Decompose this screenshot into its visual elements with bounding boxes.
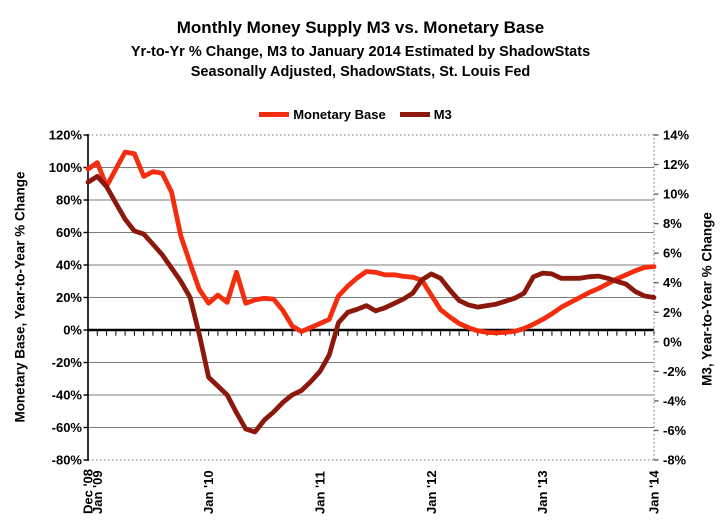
svg-text:60%: 60% (56, 225, 82, 240)
svg-text:12%: 12% (663, 157, 689, 172)
svg-text:-20%: -20% (52, 355, 83, 370)
legend-label-m3: M3 (433, 106, 452, 122)
legend-swatch-m3 (399, 111, 430, 117)
svg-text:-6%: -6% (663, 423, 687, 438)
gridlines (88, 134, 654, 461)
svg-text:20%: 20% (56, 290, 82, 305)
svg-text:Jan '10: Jan '10 (201, 470, 216, 514)
svg-text:Jan '14: Jan '14 (647, 470, 662, 514)
svg-text:0%: 0% (663, 334, 682, 349)
left-axis-title: Monetary Base, Year-to-Year % Change (12, 171, 28, 423)
svg-text:-2%: -2% (663, 364, 687, 379)
svg-text:10%: 10% (663, 187, 689, 202)
chart-subtitle-1: Yr-to-Yr % Change, M3 to January 2014 Es… (130, 44, 591, 60)
right-axis: 14% 12% 10% 8% 6% 4% 2% 0% -2% -4% -6% -8% (653, 128, 689, 468)
svg-text:Jan '13: Jan '13 (535, 470, 550, 514)
svg-text:-40%: -40% (52, 388, 83, 403)
legend: Monetary Base M3 (0, 105, 721, 123)
svg-text:14%: 14% (663, 128, 689, 143)
left-axis: 120% 100% 80% 60% 40% 20% 0% -20% -40% -60% -80% (49, 128, 89, 468)
svg-text:4%: 4% (663, 275, 682, 290)
svg-text:8%: 8% (663, 216, 682, 231)
chart-title: Monthly Money Supply M3 vs. Monetary Bas… (176, 18, 545, 37)
svg-text:Jan '12: Jan '12 (424, 470, 439, 514)
svg-text:Jan '11: Jan '11 (312, 471, 327, 514)
svg-text:6%: 6% (663, 246, 682, 261)
svg-text:80%: 80% (56, 193, 82, 208)
svg-text:-80%: -80% (52, 453, 83, 468)
svg-text:120%: 120% (49, 128, 83, 143)
chart-subtitle-2: Seasonally Adjusted, ShadowStats, St. Lo… (190, 64, 531, 80)
svg-text:Dec '08: Dec '08 (81, 469, 96, 514)
legend-label-monetary-base: Monetary Base (293, 106, 386, 122)
series-m3 (85, 173, 657, 435)
series-monetary-base (85, 149, 657, 336)
svg-text:-60%: -60% (52, 420, 83, 435)
svg-text:-4%: -4% (663, 393, 687, 408)
svg-text:2%: 2% (663, 305, 682, 320)
svg-text:40%: 40% (56, 258, 82, 273)
svg-text:Jan '09: Jan '09 (90, 470, 105, 514)
legend-swatch-monetary-base (259, 111, 290, 117)
svg-text:100%: 100% (49, 160, 83, 175)
svg-text:0%: 0% (63, 323, 82, 338)
zero-axis (87, 328, 655, 336)
svg-text:-8%: -8% (663, 453, 687, 468)
right-axis-title: M3, Year-to-Year % Change (699, 212, 715, 386)
